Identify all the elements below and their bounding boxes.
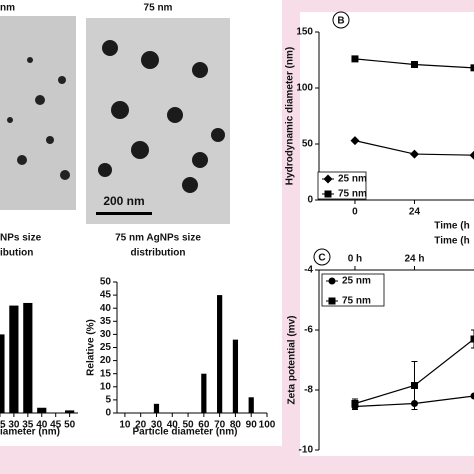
y-tick-label: 50: [100, 277, 112, 288]
x-tick-label: 50: [64, 420, 76, 431]
marker: [350, 136, 360, 146]
y-tick-label: 150: [296, 27, 313, 38]
y-tick-label: -6: [304, 325, 313, 336]
marker: [410, 382, 418, 389]
bar: [153, 403, 160, 413]
x-tick-label: 45: [50, 420, 62, 431]
panel-label: B: [337, 16, 344, 27]
legend-label: 25 nm: [338, 174, 367, 185]
marker: [469, 150, 474, 160]
marker: [410, 60, 418, 68]
y-tick-label: 100: [296, 83, 313, 94]
legend-marker: [328, 277, 336, 285]
bar: [65, 410, 75, 413]
y-axis-label: Zeta potential (mv): [287, 316, 298, 405]
x-axis-label: Time (h: [434, 221, 469, 232]
x-tick-label: 30: [151, 420, 163, 431]
image-label: 75 nm: [144, 3, 173, 14]
legend-marker: [323, 174, 333, 184]
caption: distribution: [131, 248, 186, 259]
tem-image-left: [0, 16, 76, 210]
bar: [23, 302, 33, 413]
image-label: nm: [0, 3, 15, 14]
x-tick-label: 24 h: [404, 254, 424, 265]
y-tick-label: 45: [100, 290, 112, 301]
y-tick-label: 25: [100, 342, 112, 353]
x-tick-label: 90: [246, 420, 258, 431]
y-tick-label: 20: [100, 355, 112, 366]
marker: [470, 335, 474, 343]
legend-marker: [324, 190, 332, 198]
legend-label: 25 nm: [342, 276, 371, 287]
bar: [201, 373, 207, 413]
x-tick-label: 10: [119, 420, 131, 431]
x-tick-label: 25: [0, 420, 6, 431]
y-axis-label: Hydrodynamic diameter (nm): [285, 47, 296, 185]
bar: [9, 305, 19, 413]
x-axis-label: iameter (nm): [0, 427, 60, 438]
y-tick-label: 15: [100, 368, 112, 379]
y-tick-label: 40: [100, 303, 112, 314]
x-tick-label: 60: [198, 420, 210, 431]
y-tick-label: 0: [307, 195, 313, 206]
marker: [470, 64, 474, 72]
y-tick-label: 50: [302, 139, 314, 150]
x-tick-label: 0 h: [348, 254, 362, 265]
bar: [232, 339, 239, 413]
x-tick-label: 24: [409, 207, 421, 218]
y-tick-label: -8: [304, 385, 313, 396]
caption: NPs size: [0, 233, 42, 244]
x-axis-label: Time (h: [434, 236, 469, 247]
panel-label: C: [318, 253, 325, 264]
x-tick-label: 35: [22, 420, 34, 431]
scale-bar-label: 200 nm: [103, 194, 144, 208]
error-bar: [471, 329, 474, 349]
y-tick-label: 30: [100, 329, 112, 340]
bar: [217, 295, 223, 413]
x-tick-label: 50: [182, 420, 194, 431]
caption: 75 nm AgNPs size: [115, 233, 201, 244]
x-tick-label: 40: [167, 420, 179, 431]
legend-label: 75 nm: [338, 189, 367, 200]
right-panel-bg: [300, 12, 474, 456]
marker: [351, 55, 359, 63]
legend-label: 75 nm: [342, 296, 371, 307]
panel-label-circle: [332, 11, 350, 29]
bar: [0, 334, 5, 413]
y-tick-label: 35: [100, 316, 112, 327]
x-tick-label: 20: [135, 420, 147, 431]
panel-label-circle: [313, 248, 331, 266]
caption: ibution: [0, 248, 33, 259]
y-axis-label: Relative (%): [86, 319, 97, 376]
y-tick-label: 0: [105, 408, 111, 419]
bar: [248, 397, 254, 413]
x-axis-label: Particle diameter (nm): [132, 427, 237, 438]
marker: [470, 392, 474, 400]
y-tick-label: 10: [100, 381, 112, 392]
y-tick-label: -4: [304, 265, 313, 276]
tem-image-middle: [86, 18, 230, 224]
x-tick-label: 30: [8, 420, 20, 431]
x-tick-label: 100: [259, 420, 276, 431]
y-tick-label: 5: [105, 395, 111, 406]
bar: [37, 407, 47, 413]
y-tick-label: -10: [299, 445, 314, 456]
x-tick-label: 40: [36, 420, 48, 431]
x-tick-label: 0: [352, 207, 358, 218]
x-tick-label: 80: [230, 420, 242, 431]
x-tick-label: 70: [214, 420, 226, 431]
marker: [409, 149, 419, 159]
marker: [351, 400, 359, 407]
legend-marker: [328, 297, 336, 305]
